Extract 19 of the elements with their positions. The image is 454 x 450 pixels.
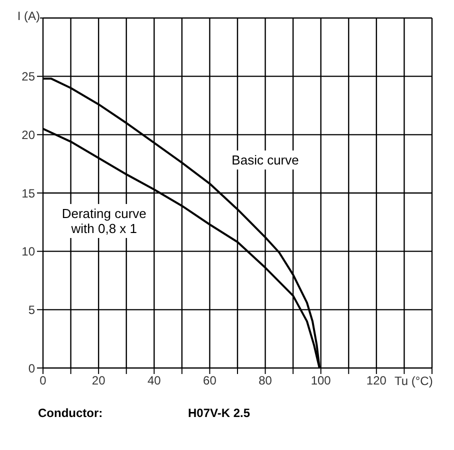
text: Basic curve xyxy=(228,150,303,170)
series-label: Derating curve with 0,8 x 1 xyxy=(58,204,150,238)
x-tick-label: 120 xyxy=(366,374,387,388)
x-tick-label: 40 xyxy=(147,374,162,388)
y-tick-label: 0 xyxy=(28,361,36,376)
text: Conductor: xyxy=(38,406,104,420)
text: H07V-K 2.5 xyxy=(188,406,250,420)
x-tick-label: 100 xyxy=(310,374,332,388)
x-axis-title: Tu (°C) xyxy=(394,374,433,388)
y-tick-label: 10 xyxy=(22,244,36,259)
y-axis-title: I (A) xyxy=(8,9,40,23)
x-tick-label: 0 xyxy=(40,374,47,388)
x-tick-label: 80 xyxy=(258,374,272,388)
y-tick-label: 5 xyxy=(28,302,36,317)
y-tick-label: 20 xyxy=(22,128,36,142)
x-tick-label: 20 xyxy=(92,374,106,388)
y-tick-label: 25 xyxy=(22,70,36,84)
y-tick-label: 15 xyxy=(22,186,36,200)
x-tick-label: 60 xyxy=(203,374,217,388)
